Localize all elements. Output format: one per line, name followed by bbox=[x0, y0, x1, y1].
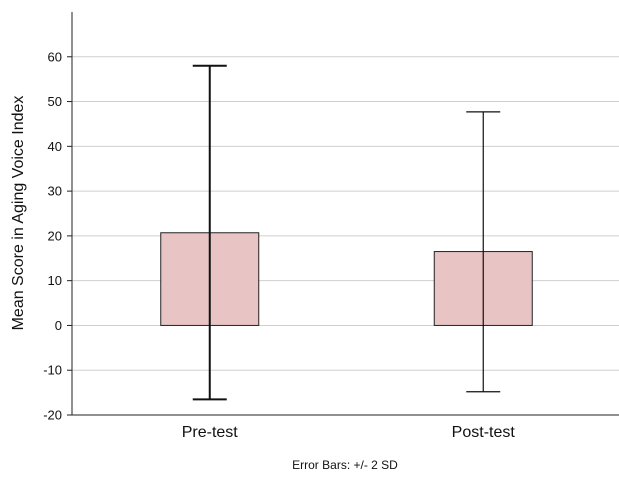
y-tick-label: 30 bbox=[48, 184, 62, 199]
y-tick-label: 60 bbox=[48, 49, 62, 64]
y-tick-label: 0 bbox=[55, 318, 62, 333]
bars bbox=[160, 64, 533, 401]
x-category-label: Pre-test bbox=[182, 424, 239, 441]
y-tick-label: 50 bbox=[48, 94, 62, 109]
y-tick-label: 20 bbox=[48, 228, 62, 243]
y-tick-label: 10 bbox=[48, 273, 62, 288]
y-tick-label: 40 bbox=[48, 139, 62, 154]
y-tick-label: -20 bbox=[43, 408, 62, 423]
error-bar-footnote: Error Bars: +/- 2 SD bbox=[292, 458, 398, 472]
x-category-label: Post-test bbox=[452, 424, 516, 441]
gridlines bbox=[72, 56, 619, 371]
x-category-labels: Pre-test Post-test bbox=[182, 424, 516, 441]
y-tick-labels: -20 -10 0 10 20 30 40 50 60 bbox=[43, 49, 72, 423]
y-tick-label: -10 bbox=[43, 363, 62, 378]
axes bbox=[71, 12, 619, 416]
y-axis-title: Mean Score in Aging Voice Index bbox=[10, 96, 27, 331]
